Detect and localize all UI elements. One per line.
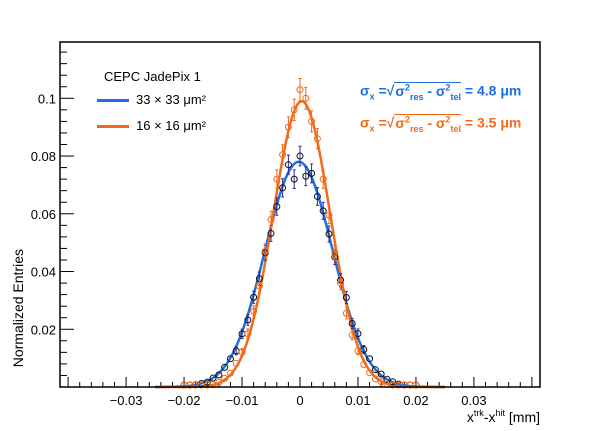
y-tick-label: 0.02 <box>31 322 56 337</box>
data-point-16um <box>412 381 420 389</box>
resolution-annotation-16um: σx =√σ2res - σ2tel = 3.5 μm <box>360 113 522 134</box>
data-point-33um <box>250 293 258 301</box>
data-point-33um <box>215 371 223 379</box>
data-point-16um <box>308 117 316 125</box>
data-point-16um <box>354 347 362 355</box>
y-axis-label: Normalized Entries <box>10 249 26 367</box>
data-point-33um <box>313 192 321 200</box>
data-point-33um <box>284 161 292 169</box>
legend-line-blue <box>97 99 129 102</box>
data-point-33um <box>209 374 217 382</box>
legend-line-orange <box>97 125 129 128</box>
resolution-annotation-33um: σx =√σ2res - σ2tel = 4.8 μm <box>360 81 522 102</box>
data-point-16um <box>366 369 374 377</box>
data-point-16um <box>377 378 385 386</box>
data-point-33um <box>302 172 310 180</box>
data-point-33um <box>226 355 234 363</box>
data-point-16um <box>226 369 234 377</box>
data-point-33um <box>377 370 385 378</box>
data-point-33um <box>319 207 327 215</box>
sqrt-icon: √ <box>386 82 395 99</box>
data-point-16um <box>302 94 310 102</box>
data-point-33um <box>273 203 281 211</box>
data-point-16um <box>342 309 350 317</box>
data-point-16um <box>360 360 368 368</box>
data-point-33um <box>348 319 356 327</box>
legend-title: CEPC JadePix 1 <box>104 69 201 84</box>
data-point-33um <box>296 152 304 160</box>
data-point-16um <box>250 307 258 315</box>
fit-curve-16um <box>155 99 445 389</box>
data-point-16um <box>221 374 229 382</box>
data-point-16um <box>273 175 281 183</box>
plot-frame <box>59 41 541 388</box>
data-point-16um <box>325 211 333 219</box>
data-point-33um <box>383 375 391 383</box>
data-point-33um <box>371 366 379 374</box>
data-point-33um <box>267 229 275 237</box>
data-point-33um <box>366 355 374 363</box>
data-point-33um <box>279 184 287 192</box>
data-point-16um <box>348 331 356 339</box>
data-point-33um <box>221 363 229 371</box>
data-point-16um <box>267 216 275 224</box>
legend-entry-33um: 33 × 33 μm² <box>136 92 206 107</box>
x-tick-label: 0.02 <box>403 393 428 408</box>
data-point-33um <box>203 378 211 386</box>
sqrt-icon: √ <box>386 114 395 131</box>
data-point-33um <box>342 294 350 302</box>
x-tick-label: 0.01 <box>345 393 370 408</box>
data-point-33um <box>244 316 252 324</box>
data-point-16um <box>313 135 321 143</box>
data-point-33um <box>308 169 316 177</box>
data-point-33um <box>325 230 333 238</box>
data-point-16um <box>319 175 327 183</box>
fit-curve-33um <box>155 160 445 389</box>
x-tick-label: −0.01 <box>226 393 259 408</box>
data-point-16um <box>238 348 246 356</box>
legend-entry-16um: 16 × 16 μm² <box>136 118 206 133</box>
data-point-16um <box>371 375 379 383</box>
data-point-16um <box>337 279 345 287</box>
y-tick-label: 0.06 <box>31 207 56 222</box>
data-point-16um <box>244 330 252 338</box>
x-tick-label: 0 <box>296 393 303 408</box>
data-point-16um <box>255 282 263 290</box>
data-point-33um <box>290 175 298 183</box>
data-point-16um <box>279 151 287 159</box>
data-point-16um <box>261 247 269 255</box>
data-point-16um <box>232 359 240 367</box>
data-point-16um <box>290 106 298 114</box>
data-point-33um <box>389 378 397 386</box>
data-point-16um <box>331 249 339 257</box>
x-axis-label: xtrk-xhit [mm] <box>467 408 540 425</box>
y-tick-label: 0.1 <box>38 91 56 106</box>
data-point-16um <box>296 86 304 94</box>
data-point-16um <box>215 378 223 386</box>
x-tick-label: 0.03 <box>461 393 486 408</box>
x-tick-label: −0.02 <box>168 393 201 408</box>
y-tick-label: 0.08 <box>31 149 56 164</box>
data-point-16um <box>284 123 292 131</box>
x-tick-label: −0.03 <box>110 393 143 408</box>
y-tick-label: 0.04 <box>31 265 56 280</box>
